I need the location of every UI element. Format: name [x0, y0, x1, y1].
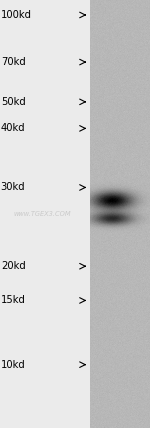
Text: 50kd: 50kd	[1, 97, 26, 107]
Text: 10kd: 10kd	[1, 360, 26, 370]
Text: www.TGEX3.COM: www.TGEX3.COM	[13, 211, 71, 217]
Text: 15kd: 15kd	[1, 295, 26, 306]
Text: 70kd: 70kd	[1, 57, 26, 67]
Text: 30kd: 30kd	[1, 182, 25, 193]
Text: 20kd: 20kd	[1, 261, 26, 271]
Bar	[90, 0, 150, 428]
Text: 100kd: 100kd	[1, 10, 32, 20]
Text: 40kd: 40kd	[1, 123, 25, 134]
